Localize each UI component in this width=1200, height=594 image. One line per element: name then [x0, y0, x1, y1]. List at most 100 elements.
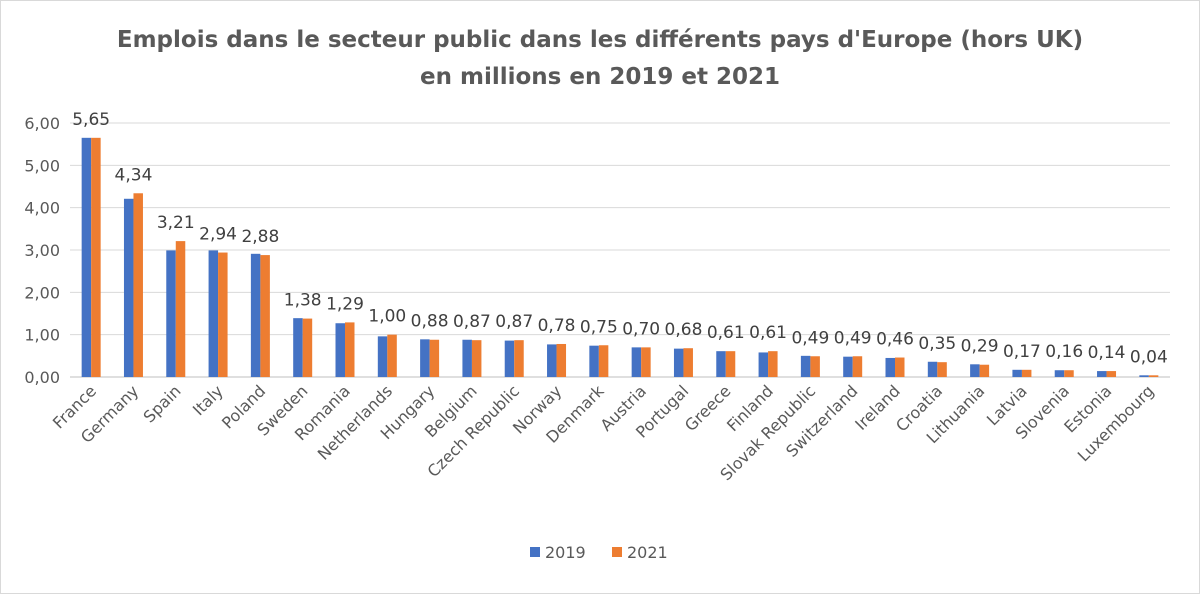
data-label: 0,16: [1045, 342, 1083, 362]
bar-2021-croatia: [937, 362, 947, 377]
bar-2019-france: [81, 137, 92, 377]
data-label: 0,61: [749, 323, 787, 343]
bar-2021-france: [91, 137, 101, 377]
bar-2019-czech-republic: [504, 340, 515, 377]
bar-2021-germany: [133, 193, 143, 377]
data-label: 4,34: [115, 165, 153, 185]
data-label: 0,14: [1088, 343, 1126, 363]
bar-2021-estonia: [1106, 371, 1117, 377]
bar-2019-norway: [547, 344, 557, 377]
gridlines: [70, 122, 1170, 378]
y-tick-label: 2,00: [24, 283, 60, 302]
y-tick-label: 6,00: [24, 114, 60, 133]
bar-2021-slovenia: [1064, 370, 1074, 377]
bar-2021-spain: [175, 241, 186, 377]
category-label: Spain: [140, 381, 185, 426]
data-label: 0,29: [961, 337, 999, 357]
data-labels: 5,654,343,212,94 2,881,38 1,291,00 0,88 0,87…: [72, 110, 1168, 367]
bar-2021-hungary: [429, 339, 440, 377]
bar-2021-sweden: [302, 318, 313, 377]
data-label: 0,70: [622, 319, 660, 339]
data-label: 0,78: [538, 316, 576, 336]
bar-2019-germany: [123, 198, 134, 377]
bar-2019-slovenia: [1054, 370, 1065, 377]
data-label: 0,17: [1003, 342, 1041, 362]
bar-2019-poland: [250, 253, 261, 377]
bar-2021-latvia: [1021, 369, 1032, 377]
bar-2019-lithuania: [970, 364, 980, 377]
bar-2021-belgium: [471, 340, 482, 377]
y-tick-label: 3,00: [24, 241, 60, 260]
category-label: Greece: [681, 381, 735, 435]
bar-2019-croatia: [927, 361, 938, 377]
y-tick-label: 0,00: [24, 368, 60, 387]
bar-2021-lithuania: [979, 364, 990, 377]
data-label: 0,87: [495, 312, 533, 332]
bar-2021-slovak-republic: [810, 356, 820, 377]
y-axis-ticks: 0,00 1,00 2,00 3,00 4,00 5,00 6,00: [24, 114, 60, 387]
bar-2019-austria: [631, 347, 642, 377]
data-label: 3,21: [157, 213, 195, 233]
data-label: 0,35: [918, 334, 956, 354]
data-label: 0,75: [580, 317, 618, 337]
bars: [81, 137, 1159, 377]
bar-2019-estonia: [1097, 371, 1107, 377]
data-label: 0,46: [876, 330, 914, 350]
bar-2019-ireland: [885, 357, 895, 377]
bar-2021-denmark: [598, 345, 609, 377]
bar-2019-netherlands: [377, 336, 388, 377]
legend: 2019 2021: [530, 543, 668, 562]
bar-2021-greece: [725, 351, 736, 377]
bar-2019-latvia: [1012, 369, 1022, 377]
bar-2021-switzerland: [852, 356, 863, 377]
data-label: 2,88: [241, 227, 279, 247]
bar-2019-finland: [758, 352, 769, 377]
data-label: 5,65: [72, 110, 110, 130]
bar-2021-netherlands: [387, 334, 397, 377]
bar-2021-austria: [641, 347, 651, 377]
data-label: 2,94: [199, 225, 237, 245]
chart-title: Emplois dans le secteur public dans les …: [116, 27, 1084, 90]
y-tick-label: 4,00: [24, 199, 60, 218]
bar-2021-czech-republic: [514, 340, 524, 377]
data-label: 0,49: [834, 328, 872, 348]
bar-2019-luxembourg: [1139, 375, 1149, 377]
bar-2019-slovak-republic: [800, 355, 811, 377]
y-tick-label: 1,00: [24, 326, 60, 345]
data-label: 1,00: [368, 307, 406, 327]
bar-2019-denmark: [589, 345, 599, 377]
bar-2021-ireland: [895, 357, 905, 377]
bar-2019-belgium: [462, 339, 472, 377]
bar-2021-romania: [345, 322, 355, 377]
bar-2021-italy: [218, 252, 228, 377]
legend-swatch-2021: [612, 547, 622, 557]
data-label: 0,88: [411, 312, 449, 332]
bar-2021-portugal: [683, 348, 693, 377]
data-label: 1,38: [284, 291, 322, 311]
bar-2021-finland: [768, 351, 778, 377]
data-label: 0,87: [453, 312, 491, 332]
data-label: 0,49: [791, 328, 829, 348]
category-label: Italy: [189, 381, 227, 419]
bar-2019-portugal: [673, 348, 684, 377]
legend-label-2019: 2019: [545, 543, 586, 562]
bar-2021-poland: [260, 255, 270, 377]
data-label: 0,04: [1130, 347, 1168, 367]
bar-2019-spain: [166, 250, 176, 377]
legend-swatch-2019: [530, 547, 540, 557]
data-label: 1,29: [326, 294, 364, 314]
bar-2019-hungary: [420, 339, 430, 377]
bar-2019-romania: [335, 323, 345, 377]
bar-2021-luxembourg: [1148, 375, 1159, 377]
data-label: 0,68: [665, 320, 703, 340]
y-tick-label: 5,00: [24, 156, 60, 175]
bar-2021-norway: [556, 343, 567, 377]
bar-2019-sweden: [293, 318, 303, 377]
legend-label-2021: 2021: [627, 543, 668, 562]
data-label: 0,61: [707, 323, 745, 343]
bar-2019-switzerland: [843, 356, 853, 377]
bar-2019-greece: [716, 351, 726, 377]
